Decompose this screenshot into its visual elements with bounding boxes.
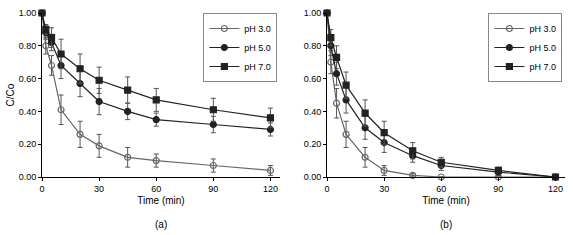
svg-text:C/Co: C/Co xyxy=(5,83,16,106)
svg-text:1.00: 1.00 xyxy=(304,8,322,18)
svg-text:30: 30 xyxy=(94,184,104,194)
svg-text:pH 5.0: pH 5.0 xyxy=(529,43,556,53)
svg-text:(b): (b) xyxy=(440,219,452,230)
svg-text:30: 30 xyxy=(379,184,389,194)
svg-text:0.60: 0.60 xyxy=(304,74,322,84)
svg-text:0: 0 xyxy=(39,184,44,194)
svg-text:0.80: 0.80 xyxy=(304,41,322,51)
svg-text:pH 3.0: pH 3.0 xyxy=(529,24,556,34)
svg-text:0.40: 0.40 xyxy=(19,107,37,117)
svg-text:Time (min): Time (min) xyxy=(137,195,184,206)
svg-text:0.00: 0.00 xyxy=(304,172,322,182)
svg-text:pH 3.0: pH 3.0 xyxy=(244,24,271,34)
svg-text:pH 5.0: pH 5.0 xyxy=(244,43,271,53)
svg-text:pH 7.0: pH 7.0 xyxy=(529,62,556,72)
svg-text:0: 0 xyxy=(325,184,330,194)
svg-text:120: 120 xyxy=(263,184,278,194)
svg-text:pH 7.0: pH 7.0 xyxy=(244,62,271,72)
svg-text:0.20: 0.20 xyxy=(304,139,322,149)
svg-text:120: 120 xyxy=(548,184,563,194)
svg-text:0.80: 0.80 xyxy=(19,41,37,51)
svg-text:(a): (a) xyxy=(155,219,167,230)
svg-text:Time (min): Time (min) xyxy=(422,195,469,206)
svg-text:0.00: 0.00 xyxy=(19,172,37,182)
svg-text:0.40: 0.40 xyxy=(304,107,322,117)
svg-text:90: 90 xyxy=(208,184,218,194)
svg-text:0.60: 0.60 xyxy=(19,74,37,84)
svg-text:90: 90 xyxy=(493,184,503,194)
svg-text:60: 60 xyxy=(151,184,161,194)
svg-text:1.00: 1.00 xyxy=(19,8,37,18)
svg-text:60: 60 xyxy=(436,184,446,194)
svg-text:0.20: 0.20 xyxy=(19,139,37,149)
